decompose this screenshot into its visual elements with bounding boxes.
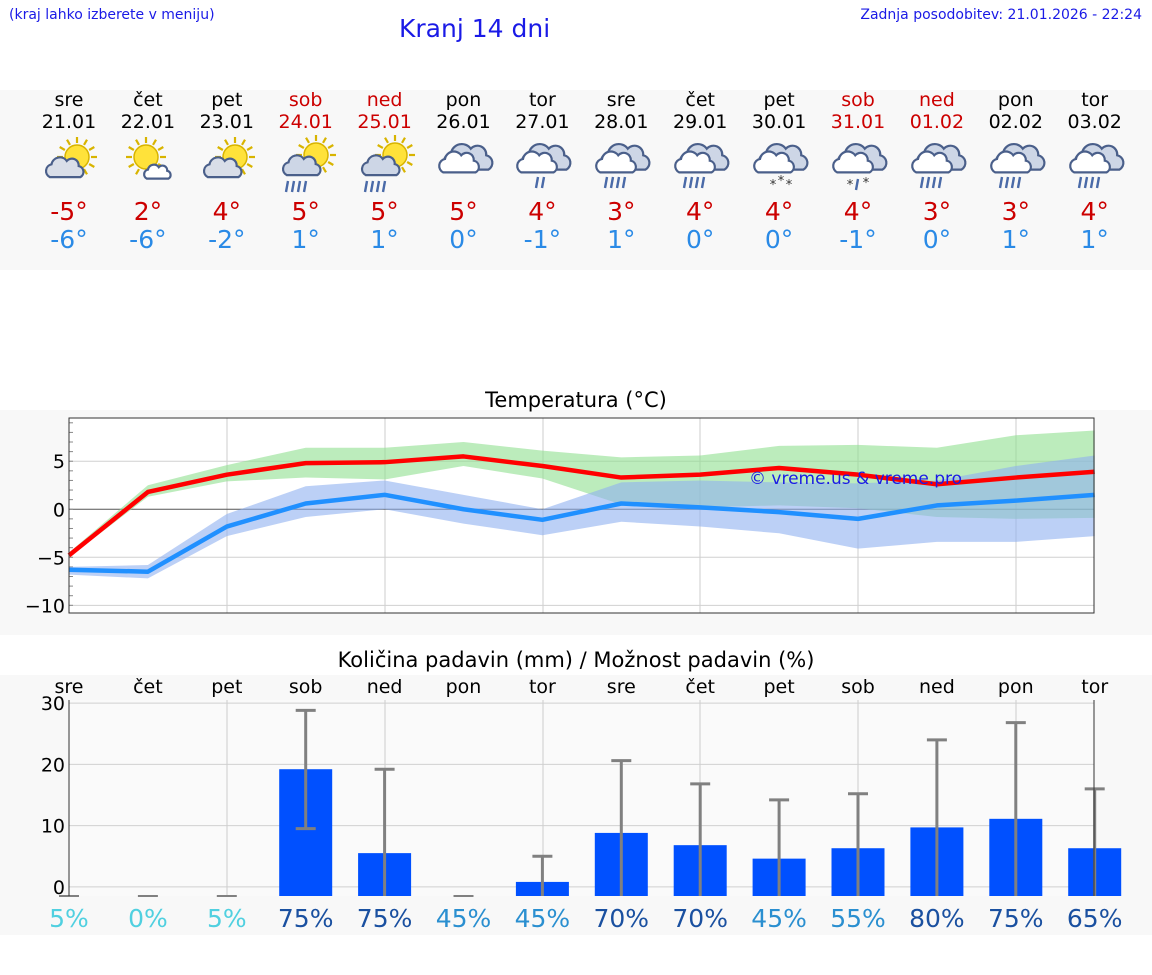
svg-text:*: * <box>786 178 793 193</box>
min-temperature: -2° <box>208 225 246 254</box>
day-date: 02.02 <box>988 111 1043 133</box>
day-date: 01.02 <box>909 111 965 133</box>
day-date: 31.01 <box>830 111 886 133</box>
min-temperature: 0° <box>449 225 478 254</box>
day-date: 28.01 <box>594 111 649 133</box>
sun-cloud-icon <box>202 137 255 179</box>
max-temperature: 4° <box>528 197 557 226</box>
min-temperature: 0° <box>922 225 952 254</box>
max-temperature: 4° <box>764 197 794 226</box>
min-temperature: -1° <box>523 225 562 254</box>
day-name: sre <box>606 89 636 111</box>
day-date: 29.01 <box>672 111 728 133</box>
day-date: 26.01 <box>436 111 491 133</box>
min-temperature: 1° <box>1080 225 1109 254</box>
cloud-light-rain-icon <box>516 142 572 189</box>
day-date: 30.01 <box>751 111 807 133</box>
cloud-rain-icon <box>595 142 651 189</box>
temperature-chart-title: Temperatura (°C) <box>485 388 667 412</box>
max-temperature: 3° <box>607 197 636 226</box>
sun-cloud-icon <box>44 137 97 179</box>
max-temperature: 5° <box>370 197 399 226</box>
min-temperature: -6° <box>50 225 88 254</box>
day-name: tor <box>528 89 556 111</box>
svg-text:*: * <box>778 174 785 189</box>
day-name: pon <box>445 89 482 111</box>
max-temperature: 4° <box>1080 197 1109 226</box>
cloud-rain-icon <box>911 142 967 189</box>
cloud-rain-icon <box>1068 142 1125 189</box>
sun-cloud-rain-icon <box>281 135 336 193</box>
max-temperature: 4° <box>685 197 715 226</box>
day-name: sob <box>841 89 875 111</box>
precipitation-band <box>0 675 1152 935</box>
day-name: sre <box>54 89 84 111</box>
cloud-rain-icon <box>989 142 1046 189</box>
min-temperature: 1° <box>607 225 636 254</box>
svg-text:*: * <box>770 178 777 193</box>
min-temperature: -1° <box>839 225 877 254</box>
max-temperature: 4° <box>843 197 873 226</box>
day-name: tor <box>1081 89 1109 111</box>
precipitation-chart-title: Količina padavin (mm) / Možnost padavin … <box>337 648 815 672</box>
day-name: pet <box>211 89 243 111</box>
svg-text:*: * <box>847 178 854 193</box>
min-temperature: 0° <box>764 225 794 254</box>
max-temperature: 5° <box>291 197 320 226</box>
day-date: 03.02 <box>1067 111 1122 133</box>
day-name: ned <box>918 89 955 111</box>
day-name: čet <box>685 89 715 111</box>
page-title: Kranj 14 dni <box>399 14 551 43</box>
day-date: 27.01 <box>515 111 570 133</box>
day-name: pon <box>997 89 1034 111</box>
last-update: Zadnja posodobitev: 21.01.2026 - 22:24 <box>860 7 1142 23</box>
min-temperature: 0° <box>685 225 715 254</box>
day-date: 22.01 <box>120 111 176 133</box>
min-temperature: 1° <box>291 225 320 254</box>
max-temperature: -5° <box>50 197 88 226</box>
cloud-sleet-icon: * * <box>832 142 888 193</box>
day-name: čet <box>133 89 163 111</box>
max-temperature: 2° <box>133 197 163 226</box>
max-temperature: 4° <box>212 197 241 226</box>
forecast-band <box>0 90 1152 270</box>
day-date: 23.01 <box>199 111 254 133</box>
cloud-icon <box>437 142 493 174</box>
svg-text:*: * <box>863 176 870 191</box>
cloud-snow-icon: * * * <box>753 142 809 193</box>
day-name: pet <box>763 89 795 111</box>
max-temperature: 3° <box>922 197 952 226</box>
sun-cloud-rain-icon <box>360 135 415 193</box>
day-date: 25.01 <box>357 111 412 133</box>
day-name: sob <box>288 89 323 111</box>
max-temperature: 5° <box>449 197 478 226</box>
min-temperature: -6° <box>129 225 167 254</box>
region-hint: (kraj lahko izberete v meniju) <box>9 7 215 23</box>
max-temperature: 3° <box>1001 197 1030 226</box>
temperature-band <box>0 410 1152 635</box>
day-date: 21.01 <box>41 111 97 133</box>
min-temperature: 1° <box>1001 225 1030 254</box>
min-temperature: 1° <box>370 225 399 254</box>
sun-small-cloud-icon <box>125 137 172 180</box>
day-date: 24.01 <box>278 111 333 133</box>
cloud-rain-icon <box>674 142 730 189</box>
day-name: ned <box>366 89 403 111</box>
